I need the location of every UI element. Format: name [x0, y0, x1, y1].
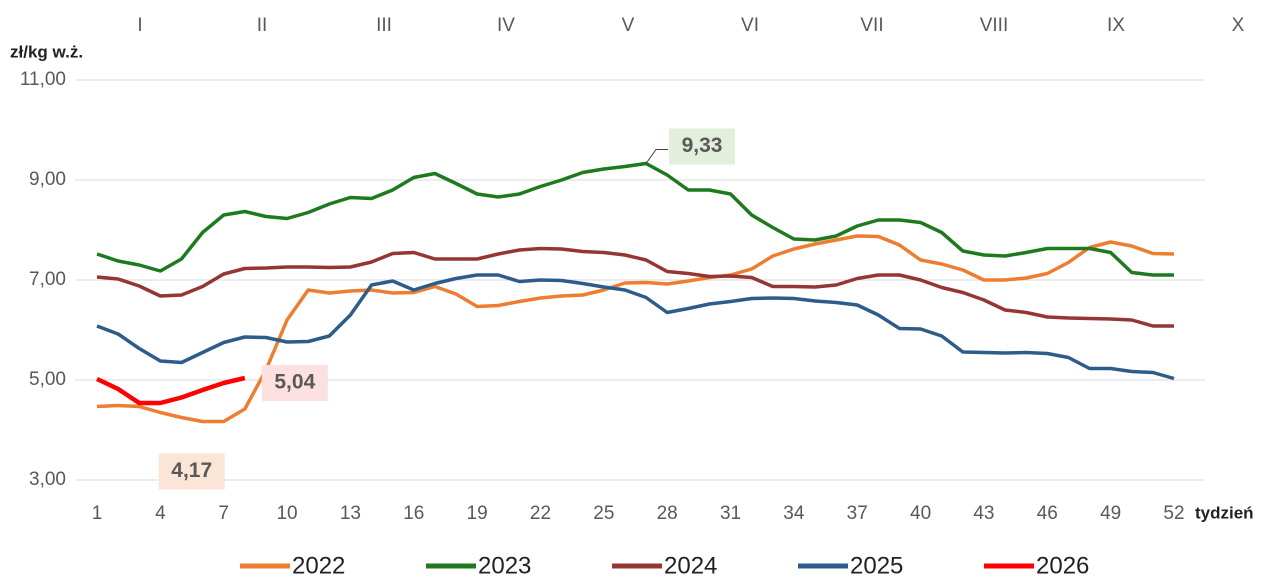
- y-tick-label: 7,00: [29, 269, 66, 290]
- value-label: 9,33: [682, 134, 723, 157]
- value-label: 5,04: [274, 371, 315, 394]
- value-label-box: [261, 365, 328, 401]
- x-tick-label: 28: [657, 503, 678, 524]
- x-tick-label: 10: [276, 503, 297, 524]
- month-label: V: [622, 15, 635, 36]
- y-tick-label: 5,00: [29, 369, 66, 390]
- month-label: III: [376, 15, 392, 36]
- series-line: [96, 375, 246, 406]
- month-label: VIII: [980, 15, 1009, 36]
- x-tick-label: 46: [1037, 503, 1058, 524]
- month-label: IX: [1107, 15, 1125, 36]
- series-line: [96, 246, 1174, 328]
- x-tick-label: 25: [593, 503, 614, 524]
- y-axis-label: zł/kg w.ż.: [10, 42, 83, 61]
- x-tick-label: 52: [1163, 503, 1184, 524]
- legend-label: 2026: [1036, 552, 1089, 579]
- y-tick-label: 9,00: [29, 169, 66, 190]
- month-label: VII: [860, 15, 883, 36]
- x-tick-label: 4: [155, 503, 166, 524]
- series-line: [96, 273, 1175, 381]
- series-line: [96, 234, 1175, 424]
- legend-label: 2025: [850, 552, 903, 579]
- y-tick-label: 3,00: [29, 469, 66, 490]
- month-label: X: [1232, 15, 1245, 36]
- x-tick-label: 31: [720, 503, 741, 524]
- y-tick-label: 11,00: [20, 69, 66, 90]
- series-line: [96, 161, 1174, 277]
- value-label: 4,17: [171, 459, 212, 482]
- x-tick-label: 13: [340, 503, 361, 524]
- x-tick-label: 16: [403, 503, 424, 524]
- legend-label: 2024: [664, 552, 717, 579]
- x-tick-label: 1: [92, 503, 103, 524]
- month-label: VI: [741, 15, 759, 36]
- value-label-box: [158, 453, 225, 490]
- legend-label: 2022: [292, 552, 345, 579]
- x-tick-label: 49: [1100, 503, 1121, 524]
- x-tick-label: 7: [218, 503, 229, 524]
- month-label: IV: [497, 15, 515, 36]
- month-label: I: [137, 15, 142, 36]
- x-tick-label: 22: [530, 503, 551, 524]
- leader-line: [645, 149, 669, 164]
- x-tick-label: 43: [973, 503, 994, 524]
- legend-label: 2023: [478, 552, 531, 579]
- x-tick-label: 37: [847, 503, 868, 524]
- month-label: II: [257, 15, 268, 36]
- x-tick-label: 19: [467, 503, 488, 524]
- x-axis-label: tydzień: [1195, 503, 1254, 522]
- x-tick-label: 34: [783, 503, 805, 524]
- x-tick-label: 40: [910, 503, 931, 524]
- value-label-box: [669, 128, 736, 165]
